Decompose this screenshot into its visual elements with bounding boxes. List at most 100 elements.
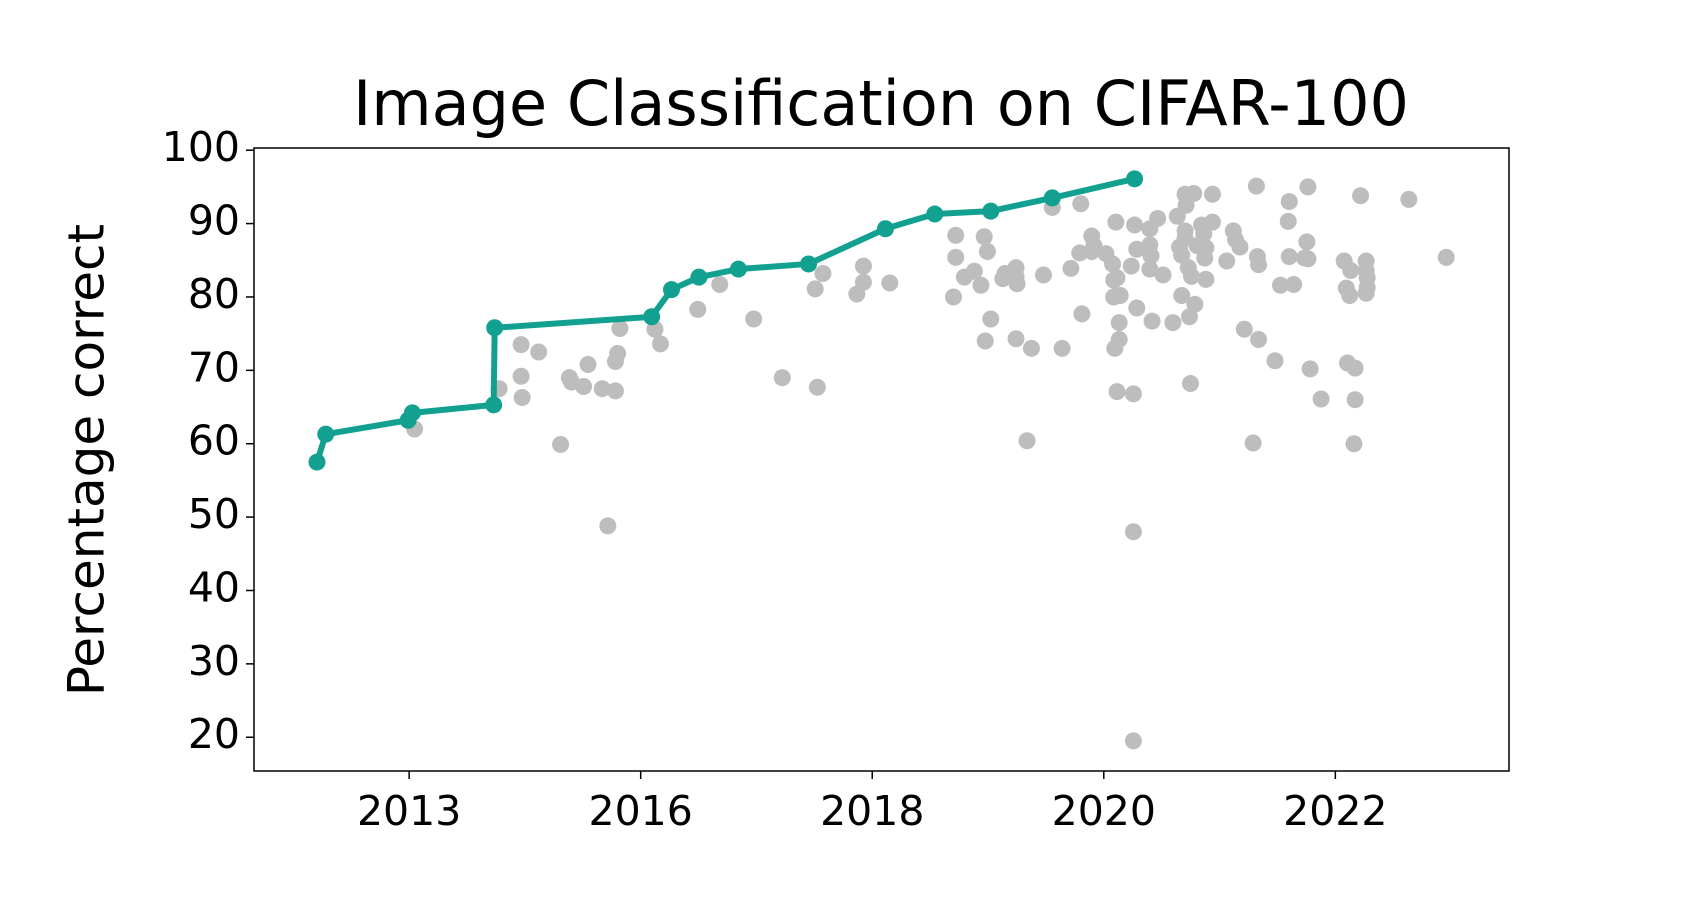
scatter-point	[854, 273, 872, 291]
y-tick-label: 30	[188, 637, 240, 685]
scatter-point	[1204, 213, 1222, 231]
line-marker	[690, 268, 708, 286]
line-marker	[926, 205, 944, 223]
scatter-point	[1085, 237, 1103, 255]
line-marker	[485, 396, 503, 414]
scatter-point	[1345, 435, 1363, 453]
scatter-point	[945, 288, 963, 306]
line-marker	[662, 281, 680, 299]
scatter-point	[1173, 286, 1191, 304]
scatter-point	[1141, 260, 1159, 278]
line-marker	[317, 425, 335, 443]
scatter-point	[611, 320, 629, 338]
scatter-point	[1182, 375, 1200, 393]
y-tick-label: 70	[188, 343, 240, 391]
scatter-point	[1299, 250, 1317, 268]
scatter-point	[1022, 339, 1040, 357]
scatter-point	[1072, 195, 1090, 213]
scatter-point	[513, 388, 531, 406]
scatter-point	[1247, 177, 1265, 195]
scatter-point	[1298, 233, 1316, 251]
scatter-point	[1124, 385, 1142, 403]
y-axis-label: Percentage correct	[58, 224, 116, 696]
scatter-point	[1143, 312, 1161, 330]
scatter-point	[1266, 352, 1284, 370]
scatter-point	[711, 275, 729, 293]
scatter-point	[1185, 184, 1203, 202]
scatter-point	[1352, 187, 1370, 205]
chart-title: Image Classification on CIFAR-100	[353, 67, 1409, 140]
scatter-point	[530, 343, 548, 361]
x-tick-label: 2022	[1283, 787, 1387, 835]
scatter-point	[1342, 262, 1360, 280]
scatter-point	[1204, 185, 1222, 203]
scatter-point	[1312, 390, 1330, 408]
scatter-point	[978, 242, 996, 260]
plot-area	[308, 170, 1455, 750]
y-tick-label: 50	[188, 490, 240, 538]
scatter-point	[773, 369, 791, 387]
scatter-point	[1164, 314, 1182, 332]
scatter-point	[814, 264, 832, 282]
line-marker	[729, 260, 747, 278]
scatter-point	[975, 228, 993, 246]
scatter-point	[1186, 295, 1204, 313]
scatter-point	[1122, 257, 1140, 275]
scatter-point	[1280, 193, 1298, 211]
scatter-point	[1018, 432, 1036, 450]
y-tick-label: 20	[188, 710, 240, 758]
scatter-point	[1104, 255, 1122, 273]
scatter-point	[1008, 275, 1026, 293]
scatter-point	[1271, 276, 1289, 294]
scatter-point	[1110, 331, 1128, 349]
scatter-point	[1299, 178, 1317, 196]
scatter-point	[976, 332, 994, 350]
line-marker	[982, 202, 1000, 220]
line-marker	[876, 220, 894, 238]
scatter-point	[1128, 299, 1146, 317]
scatter-point	[512, 336, 530, 354]
scatter-point	[1108, 269, 1126, 287]
scatter-point	[1110, 314, 1128, 332]
scatter-point	[1197, 239, 1215, 257]
scatter-point	[1173, 246, 1191, 264]
y-tick-label: 80	[188, 270, 240, 318]
scatter-point	[689, 300, 707, 318]
scatter-point	[1235, 320, 1253, 338]
scatter-point	[606, 382, 624, 400]
scatter-point	[1062, 259, 1080, 277]
axes-frame	[253, 147, 1510, 772]
y-tick-label: 90	[188, 197, 240, 245]
scatter-point	[1142, 247, 1160, 265]
line-marker	[486, 319, 504, 337]
line-marker	[800, 255, 818, 273]
scatter-point	[1218, 252, 1236, 270]
scatter-point	[806, 280, 824, 298]
scatter-point	[1231, 238, 1249, 256]
scatter-point	[609, 344, 627, 362]
scatter-point	[1346, 359, 1364, 377]
scatter-point	[575, 377, 593, 395]
scatter-point	[651, 335, 669, 353]
scatter-point	[972, 276, 990, 294]
scatter-point	[1301, 360, 1319, 378]
scatter-point	[1437, 248, 1455, 266]
scatter-point	[599, 517, 617, 535]
scatter-point	[947, 248, 965, 266]
scatter-point	[1149, 209, 1167, 227]
scatter-point	[512, 367, 530, 385]
scatter-point	[1341, 286, 1359, 304]
scatter-point	[1346, 391, 1364, 409]
scatter-point	[947, 226, 965, 244]
scatter-point	[579, 355, 597, 373]
scatter-point	[1244, 434, 1262, 452]
scatter-point	[1128, 240, 1146, 258]
scatter-point	[1279, 212, 1297, 230]
y-tick-label: 40	[188, 563, 240, 611]
scatter-point	[1195, 225, 1213, 243]
scatter-point	[1154, 266, 1172, 284]
scatter-point	[1053, 339, 1071, 357]
scatter-point	[1124, 732, 1142, 750]
scatter-point	[593, 380, 611, 398]
